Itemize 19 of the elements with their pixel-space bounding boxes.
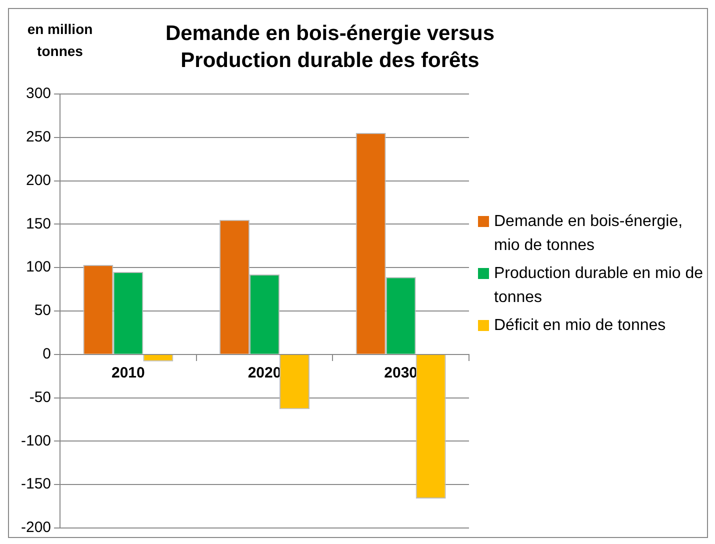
legend-label: Déficit en mio de tonnes <box>494 316 666 336</box>
y-tick-label: 50 <box>34 302 52 320</box>
y-tick-label: -150 <box>20 476 52 493</box>
y-tick-label: 250 <box>26 128 52 146</box>
y-tick-label: 150 <box>26 215 52 232</box>
legend-label: Production durable en mio de tonnes <box>494 264 704 308</box>
y-tick-label: -100 <box>20 432 52 450</box>
y-tick-label: 0 <box>42 346 52 363</box>
y-tick-label: -50 <box>29 388 52 406</box>
y-tick-label: -200 <box>20 519 52 536</box>
x-tick-label: 2020 <box>248 364 282 382</box>
y-tick-label: 200 <box>26 172 52 189</box>
y-tick-label: 300 <box>26 85 52 102</box>
x-tick-label: 2030 <box>384 364 418 382</box>
chart-title: Demande en bois-énergie versus Production durable des forêts <box>164 21 496 74</box>
y-axis-title: en million tonnes <box>26 20 94 61</box>
y-tick-label: 100 <box>26 258 52 276</box>
legend-label: Demande en bois-énergie, mio de tonnes <box>494 212 684 256</box>
x-tick-label: 2010 <box>111 364 145 382</box>
